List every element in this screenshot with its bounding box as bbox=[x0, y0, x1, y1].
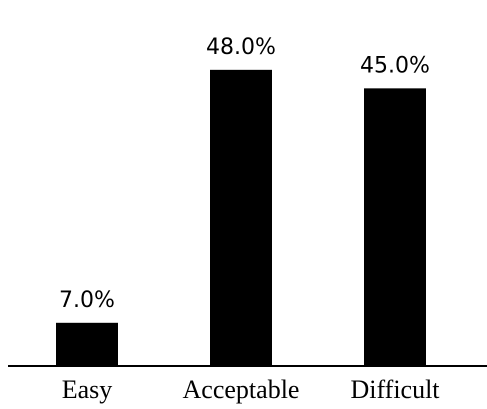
data-label-acceptable: 48.0% bbox=[206, 35, 276, 60]
bar-difficult bbox=[364, 88, 426, 366]
data-label-easy: 7.0% bbox=[59, 288, 115, 313]
x-tick-label-acceptable: Acceptable bbox=[183, 375, 300, 404]
data-label-difficult: 45.0% bbox=[360, 53, 430, 78]
labels-layer: 7.0% 48.0% 45.0% bbox=[59, 35, 430, 313]
bar-easy bbox=[56, 322, 118, 366]
x-tick-label-difficult: Difficult bbox=[350, 375, 440, 404]
bars-layer bbox=[56, 69, 426, 366]
bar-acceptable bbox=[210, 69, 272, 366]
x-tick-label-easy: Easy bbox=[62, 375, 113, 404]
x-tick-labels: Easy Acceptable Difficult bbox=[62, 375, 441, 404]
